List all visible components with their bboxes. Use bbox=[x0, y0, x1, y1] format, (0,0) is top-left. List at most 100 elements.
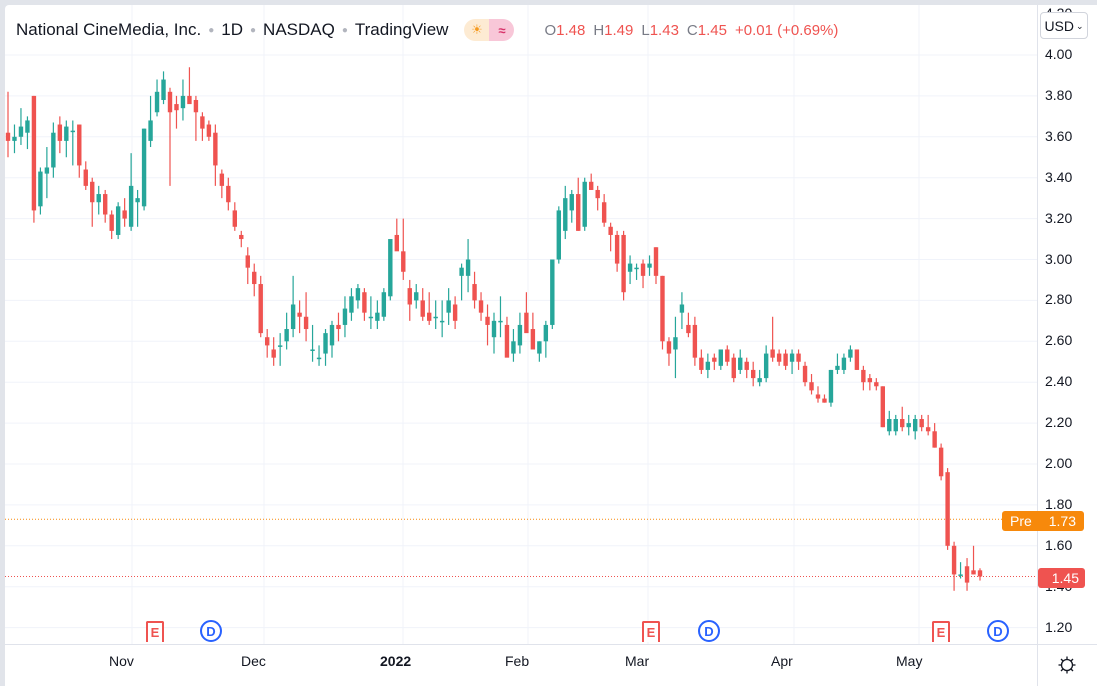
candle bbox=[841, 353, 847, 375]
dividend-icon: D bbox=[200, 620, 222, 642]
candle bbox=[867, 374, 873, 391]
candle bbox=[783, 349, 788, 370]
sun-icon[interactable]: ☀ bbox=[464, 19, 490, 41]
price-tick-label: 1.80 bbox=[1045, 495, 1073, 512]
candle bbox=[809, 374, 814, 395]
candle bbox=[789, 349, 795, 375]
candle bbox=[245, 247, 250, 285]
candle bbox=[906, 414, 911, 436]
dividend-icon: D bbox=[698, 620, 720, 642]
candle bbox=[640, 259, 646, 289]
earnings-marker[interactable]: E bbox=[143, 619, 167, 643]
candle bbox=[504, 316, 510, 358]
candle bbox=[271, 337, 276, 366]
candle bbox=[342, 296, 348, 338]
candle bbox=[524, 292, 529, 334]
candle bbox=[310, 324, 315, 362]
candle bbox=[919, 414, 924, 432]
dividend-icon: D bbox=[987, 620, 1009, 642]
candle bbox=[614, 230, 620, 272]
candle bbox=[103, 189, 108, 223]
candle bbox=[336, 312, 341, 342]
candle bbox=[537, 341, 542, 362]
candle bbox=[427, 292, 432, 325]
candle bbox=[951, 541, 957, 591]
low-key: L bbox=[641, 21, 650, 39]
candle bbox=[265, 329, 270, 358]
candle bbox=[491, 312, 497, 354]
candle bbox=[459, 263, 464, 301]
candle bbox=[64, 120, 69, 158]
last-price-tag: 1.45 bbox=[1038, 568, 1085, 588]
candle bbox=[452, 296, 458, 330]
price-tick-label: 3.40 bbox=[1045, 168, 1073, 185]
change-value: +0.01 (+0.69%) bbox=[734, 21, 839, 39]
candle bbox=[135, 189, 140, 227]
earnings-marker[interactable]: E bbox=[929, 619, 953, 643]
candle bbox=[161, 71, 166, 105]
candle bbox=[303, 292, 309, 342]
price-tick-label: 3.60 bbox=[1045, 127, 1073, 144]
candle bbox=[122, 198, 127, 227]
candle bbox=[530, 312, 536, 350]
candle bbox=[368, 296, 374, 330]
price-tick-label: 3.20 bbox=[1045, 209, 1073, 226]
candle bbox=[776, 349, 782, 366]
candle bbox=[692, 316, 698, 366]
candle bbox=[971, 545, 976, 575]
dividend-marker[interactable]: D bbox=[986, 619, 1010, 643]
dividend-marker[interactable]: D bbox=[199, 619, 223, 643]
candle bbox=[388, 239, 393, 301]
candle bbox=[718, 349, 723, 370]
candle bbox=[44, 147, 50, 199]
candle bbox=[446, 288, 451, 325]
price-axis-divider bbox=[1037, 5, 1038, 686]
candle bbox=[835, 353, 840, 375]
last-price-value: 1.45 bbox=[1051, 570, 1079, 586]
candle bbox=[569, 189, 574, 223]
symbol-legend: National CineMedia, Inc. ● 1D ● NASDAQ ●… bbox=[16, 15, 838, 45]
candle bbox=[226, 177, 231, 211]
candle bbox=[115, 202, 121, 240]
earnings-marker[interactable]: E bbox=[639, 619, 663, 643]
candle bbox=[5, 91, 11, 158]
candle bbox=[796, 349, 801, 370]
currency-label: USD bbox=[1044, 17, 1074, 34]
candle bbox=[96, 185, 101, 215]
candle bbox=[284, 312, 289, 350]
exchange-label: NASDAQ bbox=[263, 20, 335, 39]
candle bbox=[744, 357, 749, 379]
dividend-marker[interactable]: D bbox=[697, 619, 721, 643]
currency-selector[interactable]: USD ⌄ bbox=[1040, 12, 1088, 39]
candle bbox=[362, 288, 367, 321]
candle bbox=[679, 292, 685, 330]
earnings-icon: E bbox=[932, 620, 950, 642]
candle bbox=[977, 568, 983, 581]
candle bbox=[900, 406, 905, 432]
candle bbox=[394, 218, 399, 252]
candle bbox=[51, 122, 56, 178]
open-key: O bbox=[544, 21, 557, 39]
interval-label[interactable]: 1D bbox=[221, 20, 243, 39]
settings-gear-icon[interactable] bbox=[1057, 655, 1077, 675]
candlestick-chart[interactable] bbox=[5, 5, 1037, 644]
time-tick-label: Feb bbox=[505, 653, 530, 669]
candle bbox=[712, 353, 717, 370]
time-tick-label: Mar bbox=[625, 653, 650, 669]
candle bbox=[485, 304, 490, 346]
candle bbox=[627, 255, 633, 285]
separator-dot: ● bbox=[341, 24, 348, 36]
candle bbox=[543, 320, 549, 358]
symbol-name[interactable]: National CineMedia, Inc. bbox=[16, 20, 202, 39]
candle bbox=[213, 124, 218, 186]
wave-icon[interactable]: ≈ bbox=[489, 19, 515, 41]
candle bbox=[925, 414, 931, 436]
candle bbox=[70, 120, 75, 166]
high-key: H bbox=[593, 21, 605, 39]
candle bbox=[874, 378, 879, 391]
time-tick-label: Nov bbox=[109, 653, 134, 669]
candle bbox=[232, 202, 237, 231]
candle bbox=[854, 349, 860, 370]
candle bbox=[375, 300, 380, 330]
candle bbox=[589, 173, 594, 190]
